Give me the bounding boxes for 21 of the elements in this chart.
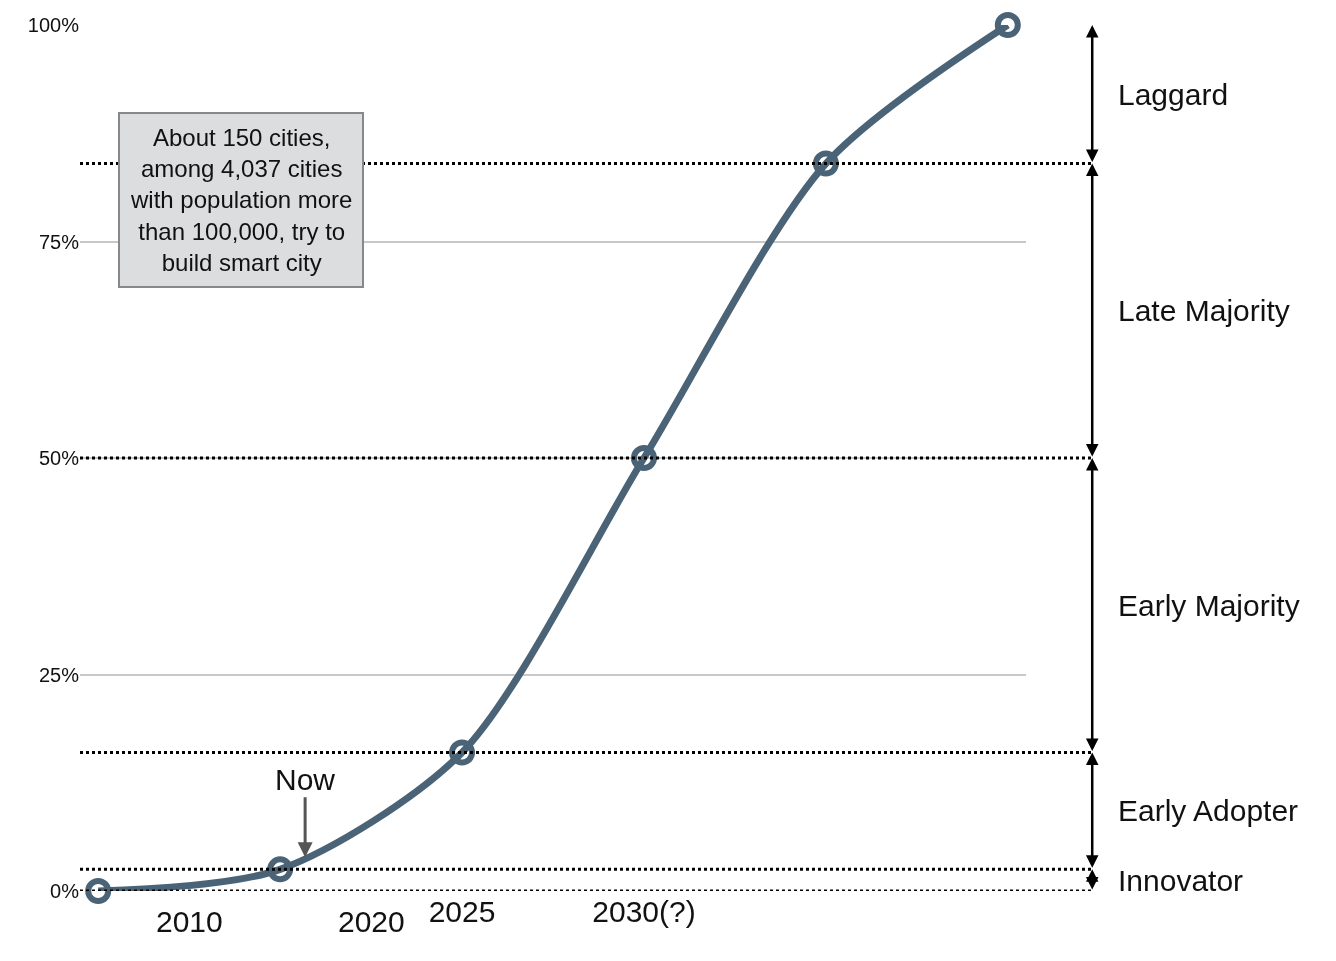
point: [630, 445, 657, 471]
text: 2020: [338, 905, 405, 938]
point: [812, 150, 839, 177]
point: [85, 878, 112, 904]
text: Late Majority: [1118, 294, 1290, 327]
y-tick-label: 0%: [50, 880, 80, 902]
text: Laggard: [1118, 78, 1229, 111]
annotation: Now: [275, 763, 336, 796]
y-tick-label: 50%: [38, 447, 80, 469]
point: [994, 12, 1021, 38]
point: [267, 856, 294, 883]
annotation: About 150 cities, among 4,037 cities with population more than 100,000, try to build smart city: [130, 124, 353, 276]
text: Early Adopter: [1118, 794, 1299, 827]
y-tick-label: 25%: [38, 663, 80, 686]
x-tick-label: 2030(?): [592, 895, 696, 928]
y-tick-label: 75%: [38, 230, 80, 253]
text: 2010: [156, 905, 223, 938]
text: Early Majority: [1118, 589, 1300, 622]
x-tick-label: 2025: [428, 895, 496, 928]
text: Innovator: [1118, 864, 1244, 897]
y-tick-label: 100%: [27, 14, 80, 36]
